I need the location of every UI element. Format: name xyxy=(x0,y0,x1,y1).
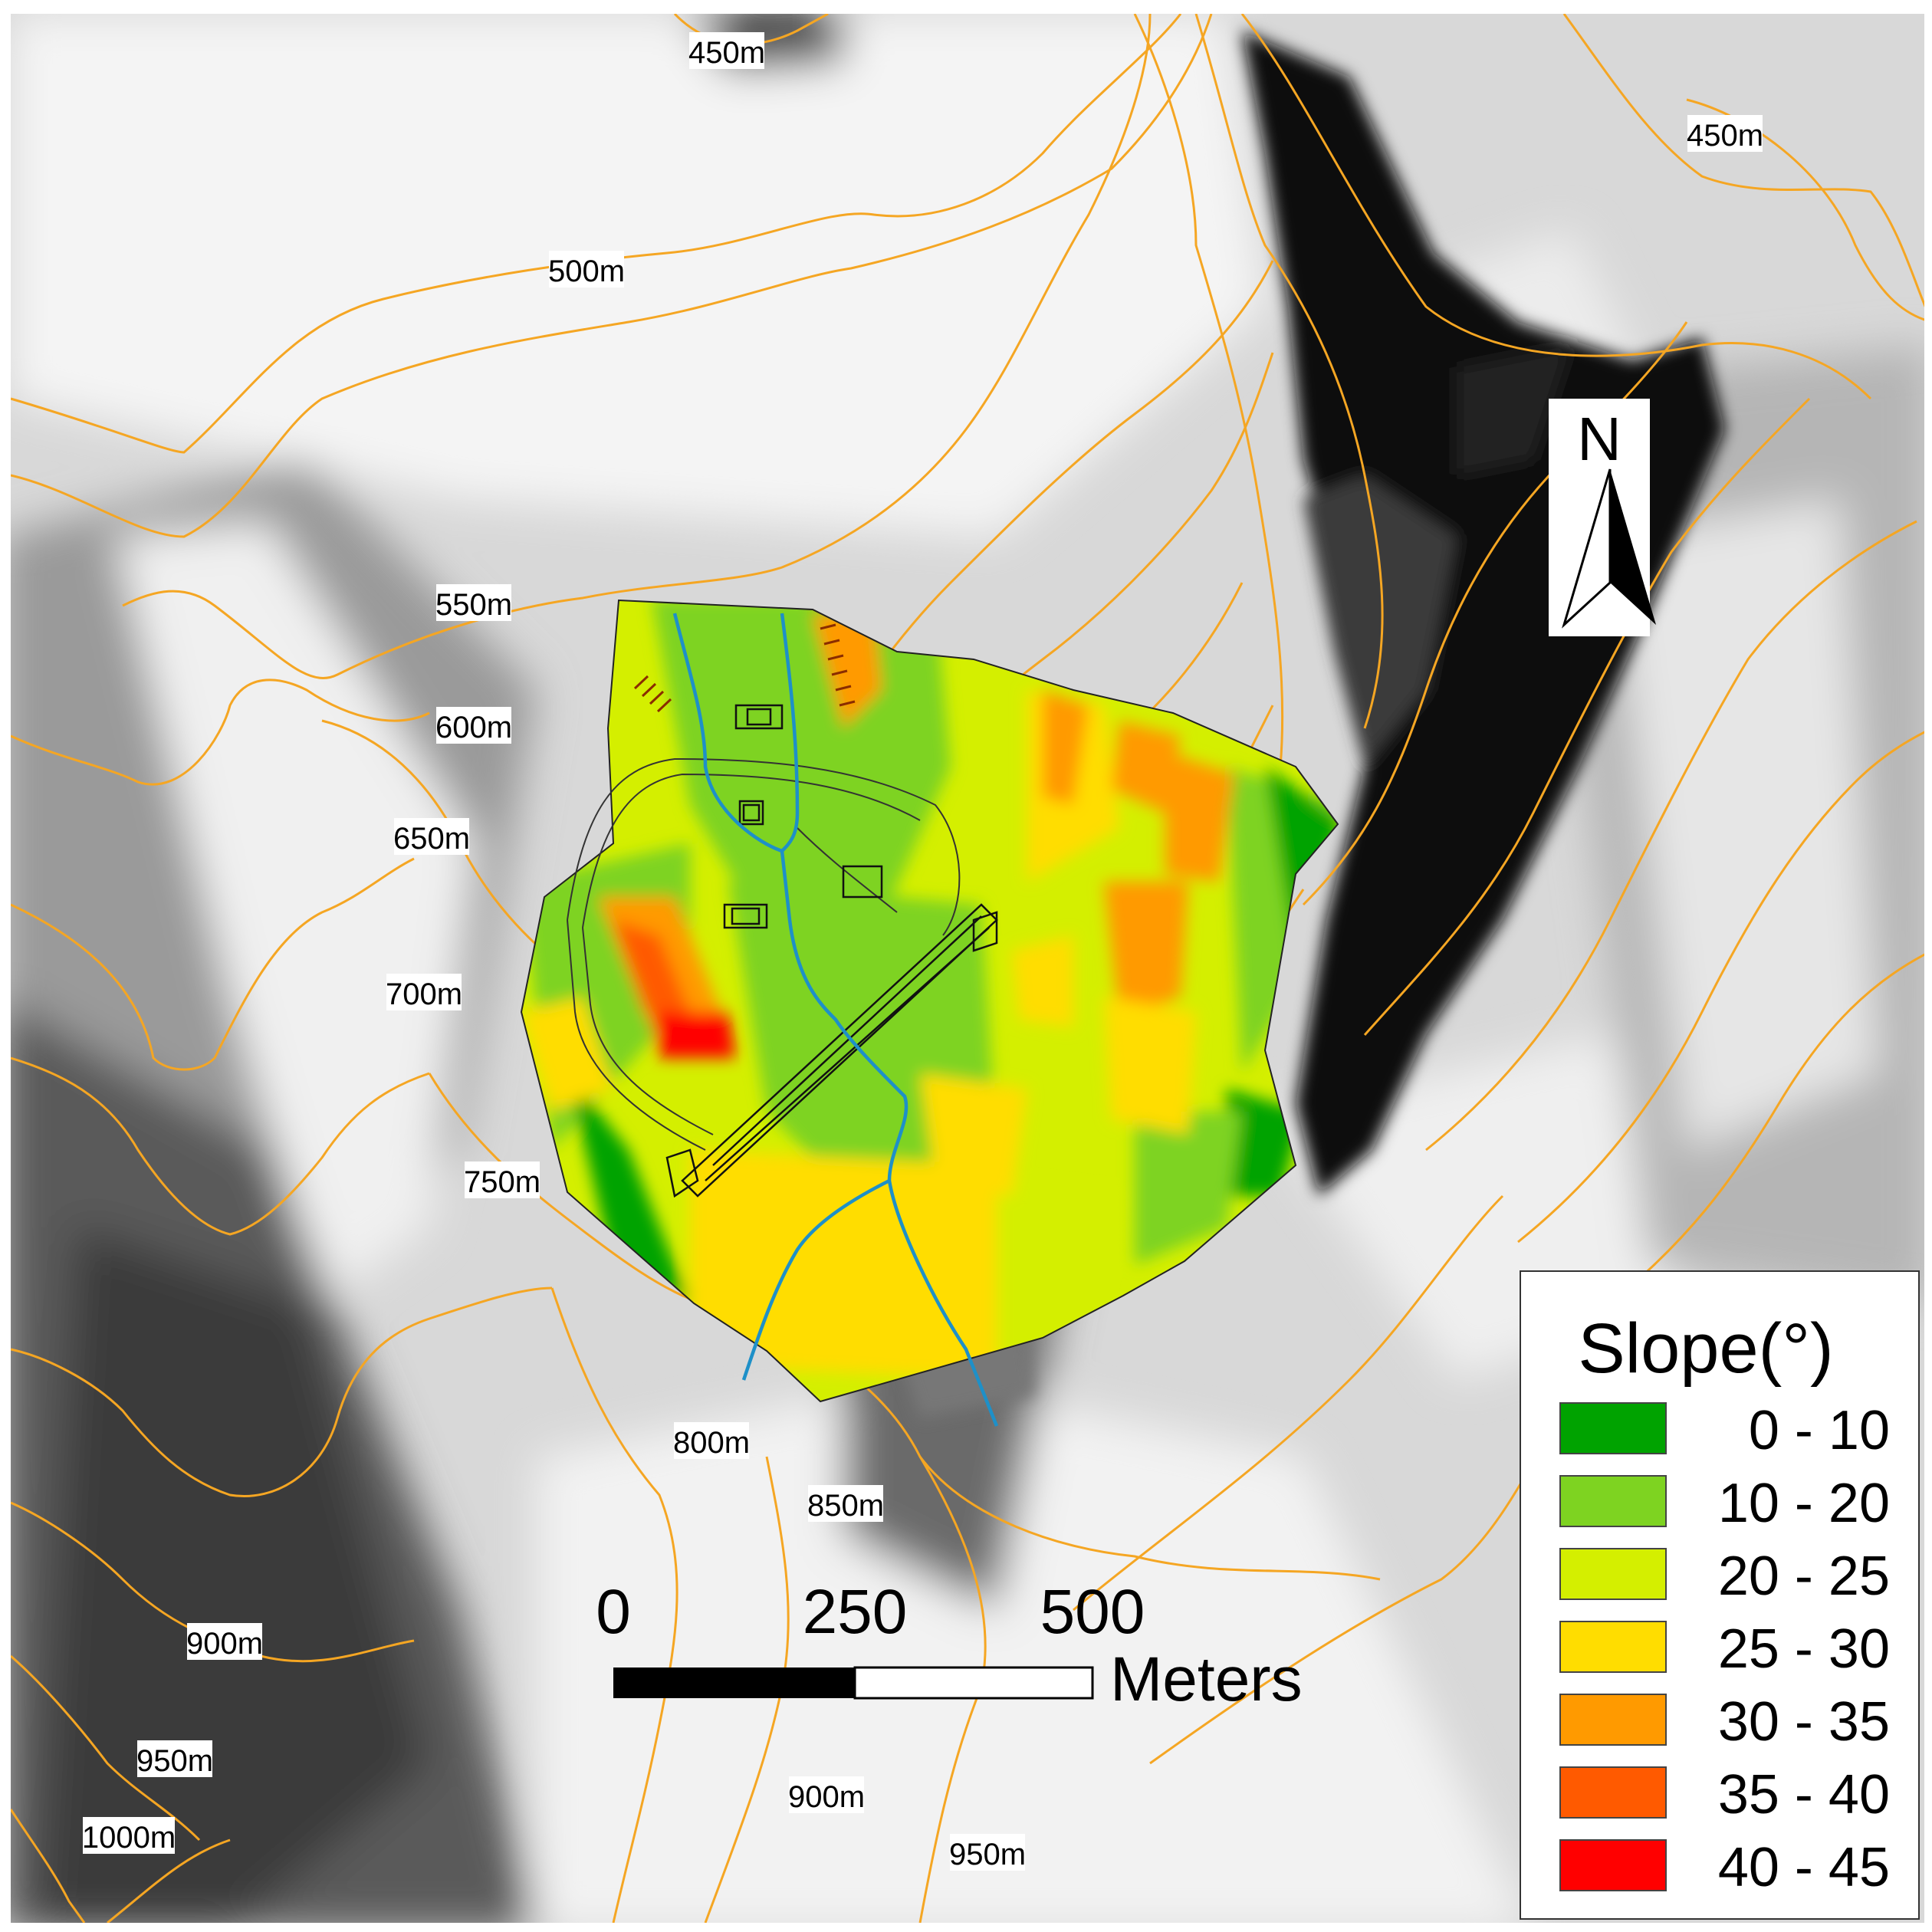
legend-label: 0 - 10 xyxy=(1749,1400,1890,1461)
contour-label: 900m xyxy=(186,1623,263,1661)
legend-swatch xyxy=(1559,1766,1667,1819)
scale-tick-0: 0 xyxy=(596,1577,631,1647)
contour-labels: 450m 450m 500m 550m 600m 650m 700m 750m 800m 850m… xyxy=(82,32,1763,1871)
svg-text:850m: 850m xyxy=(807,1489,884,1523)
svg-text:600m: 600m xyxy=(435,711,512,744)
contour-label: 750m xyxy=(464,1162,540,1199)
legend-label: 30 - 35 xyxy=(1718,1691,1890,1753)
svg-text:800m: 800m xyxy=(673,1426,750,1460)
legend: Slope(°) 0 - 10 10 - 20 20 - 25 25 - 30 30 -… xyxy=(1520,1270,1920,1920)
north-arrow: N xyxy=(1549,399,1656,636)
contour-label: 900m xyxy=(788,1776,865,1814)
svg-text:450m: 450m xyxy=(1687,119,1763,153)
legend-swatch xyxy=(1559,1839,1667,1891)
svg-text:1000m: 1000m xyxy=(82,1821,176,1855)
legend-swatch xyxy=(1559,1475,1667,1527)
svg-text:450m: 450m xyxy=(688,36,765,70)
contour-label: 1000m xyxy=(82,1817,176,1855)
contour-label: 950m xyxy=(136,1740,213,1778)
streams xyxy=(672,613,999,1427)
scale-bar: 0 250 500 Meters xyxy=(596,1577,1302,1714)
contour-label: 600m xyxy=(435,707,512,744)
contour-label: 500m xyxy=(548,251,625,288)
svg-text:950m: 950m xyxy=(136,1744,213,1778)
svg-text:650m: 650m xyxy=(393,822,470,856)
svg-text:700m: 700m xyxy=(386,978,462,1011)
contour-label: 700m xyxy=(386,974,462,1011)
svg-text:550m: 550m xyxy=(435,588,512,622)
scale-unit: Meters xyxy=(1110,1644,1303,1714)
legend-label: 10 - 20 xyxy=(1718,1473,1890,1534)
contour-label: 550m xyxy=(435,584,512,622)
contour-label: 950m xyxy=(949,1834,1026,1871)
contour-label: 800m xyxy=(673,1422,750,1460)
svg-text:900m: 900m xyxy=(186,1627,263,1661)
legend-swatch xyxy=(1559,1621,1667,1673)
legend-swatch xyxy=(1559,1694,1667,1746)
legend-swatch xyxy=(1559,1548,1667,1600)
svg-text:750m: 750m xyxy=(464,1165,540,1199)
legend-swatch xyxy=(1559,1402,1667,1454)
contour-label: 450m xyxy=(1687,115,1763,153)
svg-text:950m: 950m xyxy=(949,1838,1026,1871)
contour-label: 850m xyxy=(807,1485,884,1523)
north-label: N xyxy=(1577,405,1622,473)
legend-label: 20 - 25 xyxy=(1718,1546,1890,1607)
svg-text:900m: 900m xyxy=(788,1780,865,1814)
hillshade-background xyxy=(11,14,1924,1923)
scale-tick-250: 250 xyxy=(803,1577,908,1647)
legend-label: 40 - 45 xyxy=(1718,1837,1890,1898)
contour-label: 450m xyxy=(688,32,765,70)
scale-tick-500: 500 xyxy=(1040,1577,1145,1647)
svg-text:500m: 500m xyxy=(548,255,625,288)
legend-title: Slope(°) xyxy=(1578,1309,1833,1388)
north-arrow-icon xyxy=(1610,469,1656,625)
contour-label: 650m xyxy=(393,818,470,856)
legend-label: 25 - 30 xyxy=(1718,1618,1890,1680)
legend-label: 35 - 40 xyxy=(1718,1764,1890,1825)
